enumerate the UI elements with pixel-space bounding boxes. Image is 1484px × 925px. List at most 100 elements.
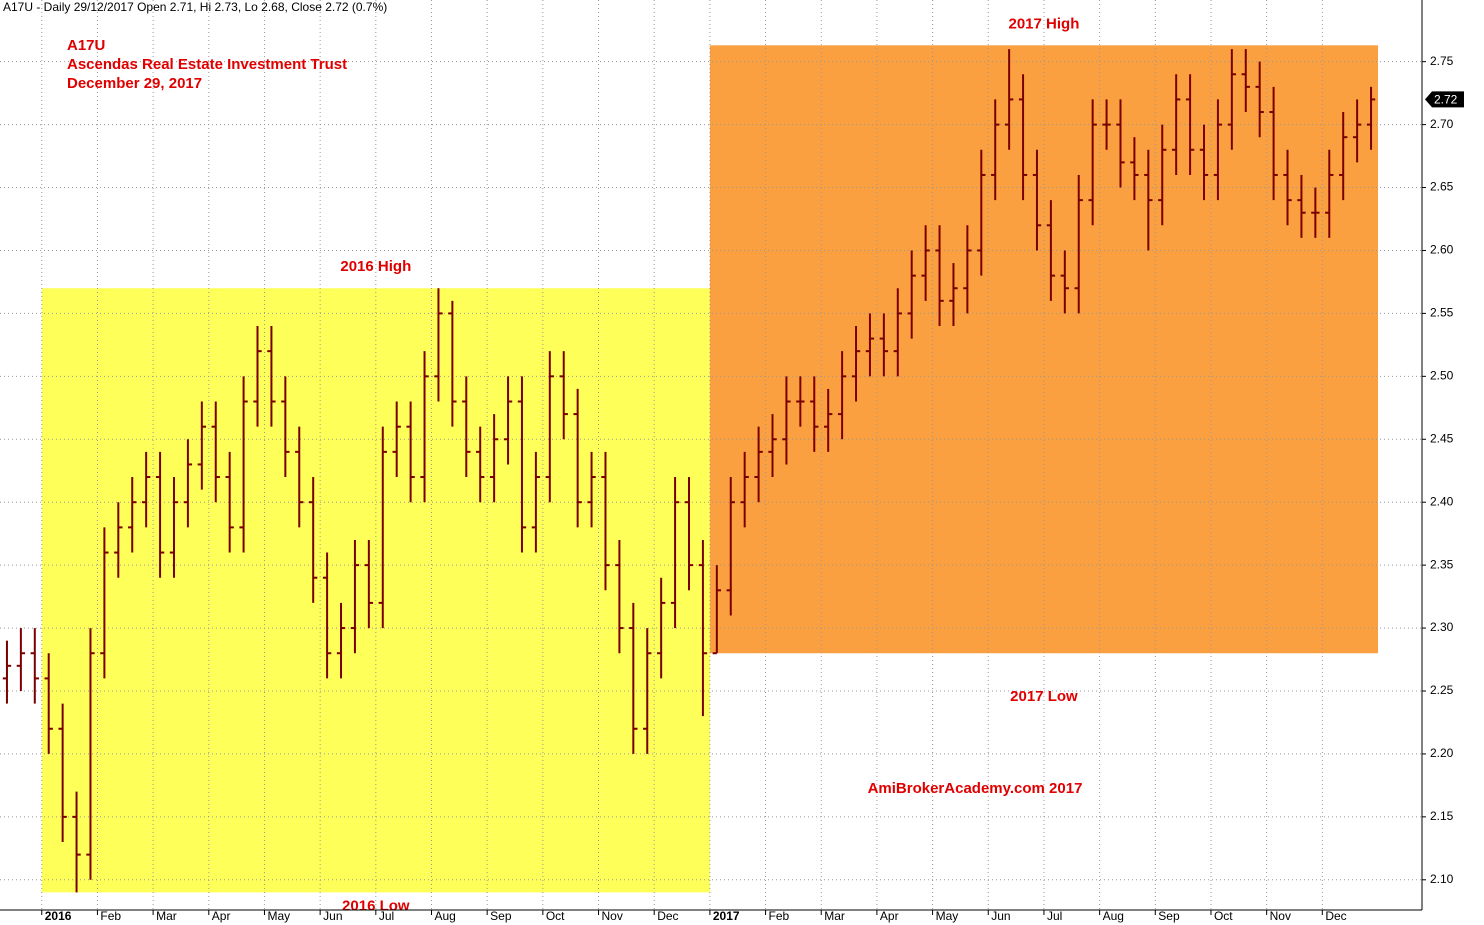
ohlc-bar xyxy=(1269,86,1278,201)
ohlc-bar xyxy=(865,313,875,377)
ohlc-bar xyxy=(1339,112,1348,201)
ohlc-bar xyxy=(824,388,833,452)
ohlc-bar xyxy=(155,451,165,578)
ohlc-bar xyxy=(935,225,944,326)
x-tick-label: Jul xyxy=(1047,909,1062,923)
y-tick-label: 2.60 xyxy=(1430,243,1454,257)
ohlc-bar xyxy=(169,477,179,578)
ohlc-bar xyxy=(1311,187,1320,238)
ohlc-bar xyxy=(879,313,889,377)
ohlc-bar xyxy=(100,527,109,679)
y-tick-label: 2.15 xyxy=(1430,809,1454,823)
ohlc-bar xyxy=(183,439,193,528)
x-tick-label: Oct xyxy=(546,909,565,923)
x-tick-label: Nov xyxy=(1270,909,1291,923)
ohlc-bar xyxy=(378,426,387,629)
ohlc-bar xyxy=(726,477,735,616)
x-tick-label: Oct xyxy=(1214,909,1233,923)
ohlc-bar xyxy=(406,401,415,503)
x-tick-label: Aug xyxy=(434,909,455,923)
x-tick-label: May xyxy=(267,909,290,923)
y-tick-label: 2.75 xyxy=(1430,54,1454,68)
ohlc-bar xyxy=(670,477,680,629)
y-tick-label: 2.40 xyxy=(1430,494,1454,508)
ohlc-bar xyxy=(1130,137,1139,201)
y-tick-label: 2.25 xyxy=(1430,683,1454,697)
annotation: December 29, 2017 xyxy=(67,75,202,92)
ohlc-bar xyxy=(225,451,234,553)
ohlc-bar xyxy=(1366,86,1376,150)
ohlc-bar xyxy=(1283,149,1292,226)
ohlc-bar xyxy=(587,451,596,528)
ohlc-bar xyxy=(239,376,248,553)
ohlc-bar xyxy=(392,401,401,478)
x-tick-label: Apr xyxy=(212,909,231,923)
ohlc-bar xyxy=(364,539,374,629)
ohlc-bar xyxy=(740,451,749,528)
x-tick-label: May xyxy=(936,909,959,923)
ohlc-bar xyxy=(851,325,861,402)
ohlc-bar xyxy=(517,376,527,553)
y-tick-label: 2.50 xyxy=(1430,369,1454,383)
ohlc-bar xyxy=(141,451,151,528)
ohlc-bar xyxy=(531,451,541,553)
y-tick-label: 2.45 xyxy=(1430,431,1454,445)
x-tick-label: Aug xyxy=(1103,909,1124,923)
ohlc-bar xyxy=(503,376,513,465)
ohlc-bar xyxy=(1352,99,1362,163)
range-high-label: 2016 High xyxy=(340,258,411,275)
ohlc-bar xyxy=(1074,174,1083,314)
ohlc-bar xyxy=(1060,250,1069,314)
range-low-label: 2016 Low xyxy=(342,897,410,914)
x-tick-label: Jun xyxy=(323,909,342,923)
x-tick-label: Feb xyxy=(769,909,790,923)
ohlc-bar xyxy=(1004,49,1014,150)
ohlc-bar xyxy=(559,351,568,440)
y-tick-label: 2.65 xyxy=(1430,180,1454,194)
last-price-label: 2.72 xyxy=(1434,93,1458,107)
ohlc-bar xyxy=(1018,74,1028,201)
ohlc-bar xyxy=(253,325,262,427)
ohlc-bar xyxy=(573,388,582,528)
y-tick-label: 2.35 xyxy=(1430,557,1454,571)
ohlc-bar xyxy=(476,426,485,503)
ohlc-bar xyxy=(796,376,805,427)
ohlc-bar xyxy=(1171,74,1181,175)
x-tick-label: 2016 xyxy=(45,909,72,923)
ohlc-bar xyxy=(86,628,95,880)
ohlc-bar xyxy=(309,477,318,603)
ohlc-bar xyxy=(434,288,443,402)
ohlc-bar xyxy=(837,351,847,440)
ohlc-bar xyxy=(1241,49,1250,113)
x-tick-label: Sep xyxy=(490,909,512,923)
ohlc-bar xyxy=(1255,61,1264,138)
ohlc-bar xyxy=(1185,74,1195,175)
ohlc-bar xyxy=(1144,149,1153,251)
x-tick-label: Mar xyxy=(824,909,845,923)
range-box xyxy=(41,288,710,893)
ohlc-bar xyxy=(128,477,137,553)
x-tick-label: Dec xyxy=(657,909,678,923)
ohlc-bar xyxy=(949,263,958,326)
ohlc-bar xyxy=(267,325,276,427)
ohlc-bar xyxy=(1297,174,1306,238)
ohlc-bar xyxy=(44,653,53,754)
ohlc-bar xyxy=(72,791,81,893)
ohlc-bar xyxy=(489,414,499,503)
watermark: AmiBrokerAcademy.com 2017 xyxy=(868,780,1083,797)
ohlc-bar xyxy=(629,602,638,754)
ohlc-bar xyxy=(350,539,360,654)
ohlc-bar xyxy=(58,703,67,843)
x-tick-label: Dec xyxy=(1325,909,1346,923)
ohlc-bar xyxy=(2,640,12,704)
x-tick-label: Sep xyxy=(1158,909,1180,923)
ohlc-bar xyxy=(545,351,554,503)
range-low-label: 2017 Low xyxy=(1010,688,1078,705)
x-tick-label: Apr xyxy=(880,909,899,923)
ohlc-bar xyxy=(16,628,26,691)
ohlc-bar xyxy=(1158,124,1167,226)
ohlc-bar xyxy=(336,602,346,679)
x-tick-label: Nov xyxy=(602,909,623,923)
ohlc-bar xyxy=(1213,99,1223,201)
